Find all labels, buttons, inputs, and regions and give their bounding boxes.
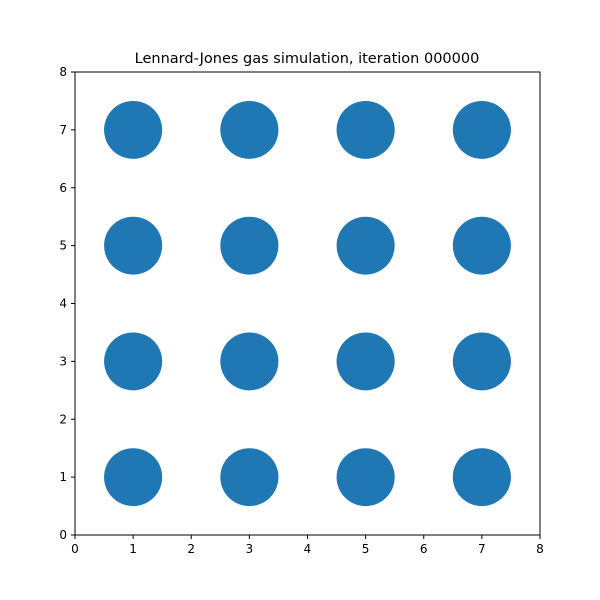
points-layer — [104, 101, 511, 506]
particle-point-11 — [453, 217, 511, 275]
x-tick-label: 4 — [304, 542, 312, 556]
particle-point-3 — [453, 448, 511, 506]
x-tick-label: 2 — [187, 542, 195, 556]
x-tick-label: 1 — [129, 542, 137, 556]
particle-point-2 — [337, 448, 395, 506]
chart-title: Lennard-Jones gas simulation, iteration … — [135, 51, 480, 67]
particle-point-12 — [104, 101, 162, 159]
particle-point-5 — [220, 332, 278, 390]
particle-point-14 — [337, 101, 395, 159]
particle-point-7 — [453, 332, 511, 390]
y-tick-label: 4 — [59, 297, 67, 311]
y-tick-label: 0 — [59, 528, 67, 542]
particle-point-4 — [104, 332, 162, 390]
particle-point-13 — [220, 101, 278, 159]
particle-point-8 — [104, 217, 162, 275]
particle-point-15 — [453, 101, 511, 159]
y-tick-label: 2 — [59, 412, 67, 426]
particle-point-6 — [337, 332, 395, 390]
x-tick-label: 7 — [478, 542, 486, 556]
particle-point-0 — [104, 448, 162, 506]
y-tick-label: 7 — [59, 123, 67, 137]
x-tick-label: 8 — [536, 542, 544, 556]
y-tick-label: 1 — [59, 470, 67, 484]
y-tick-label: 8 — [59, 65, 67, 79]
particle-point-10 — [337, 217, 395, 275]
x-tick-label: 6 — [420, 542, 428, 556]
x-tick-label: 5 — [362, 542, 370, 556]
x-tick-label: 3 — [246, 542, 254, 556]
y-tick-label: 3 — [59, 354, 67, 368]
x-tick-label: 0 — [71, 542, 79, 556]
y-tick-label: 6 — [59, 181, 67, 195]
particle-point-1 — [220, 448, 278, 506]
y-tick-label: 5 — [59, 239, 67, 253]
particle-point-9 — [220, 217, 278, 275]
